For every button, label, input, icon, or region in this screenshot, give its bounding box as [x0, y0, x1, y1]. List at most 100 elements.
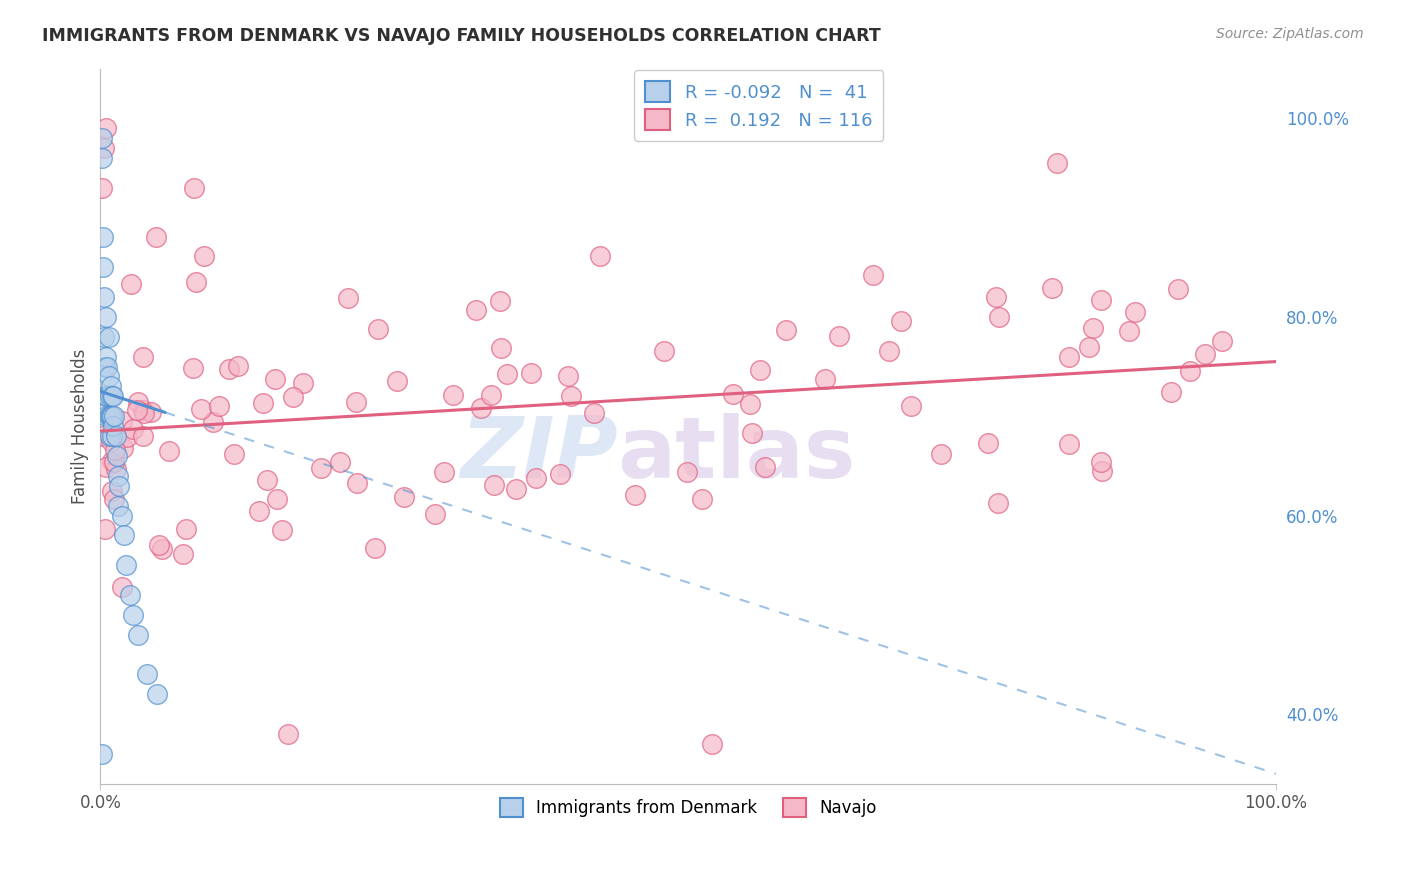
Point: [1194, 347, 1216, 361]
Point: [148, 538, 170, 552]
Point: [988, 310, 1011, 325]
Point: [484, 478, 506, 492]
Y-axis label: Family Households: Family Households: [72, 349, 89, 504]
Point: [1059, 350, 1081, 364]
Point: [1167, 282, 1189, 296]
Point: [94, 359, 117, 374]
Point: [111, 441, 134, 455]
Point: [93, 290, 115, 304]
Point: [443, 388, 465, 402]
Point: [723, 387, 745, 401]
Point: [103, 409, 125, 424]
Text: Source: ZipAtlas.com: Source: ZipAtlas.com: [1216, 27, 1364, 41]
Point: [700, 737, 723, 751]
Point: [557, 368, 579, 383]
Point: [127, 394, 149, 409]
Point: [222, 447, 245, 461]
Point: [754, 460, 776, 475]
Point: [550, 467, 572, 481]
Point: [94, 389, 117, 403]
Point: [103, 419, 125, 434]
Point: [132, 350, 155, 364]
Point: [652, 343, 675, 358]
Point: [98, 429, 121, 443]
Point: [111, 580, 134, 594]
Point: [136, 667, 159, 681]
Point: [96, 409, 118, 424]
Point: [329, 455, 352, 469]
Point: [157, 443, 180, 458]
Point: [252, 396, 274, 410]
Point: [775, 323, 797, 337]
Point: [103, 455, 125, 469]
Point: [90, 180, 112, 194]
Point: [100, 409, 122, 424]
Point: [367, 322, 389, 336]
Point: [90, 747, 112, 761]
Point: [127, 628, 149, 642]
Point: [226, 359, 249, 373]
Point: [131, 429, 153, 443]
Point: [100, 379, 122, 393]
Point: [97, 329, 120, 343]
Point: [425, 507, 447, 521]
Point: [118, 588, 141, 602]
Point: [91, 260, 114, 275]
Point: [93, 141, 115, 155]
Point: [122, 607, 145, 622]
Point: [100, 434, 122, 449]
Point: [281, 390, 304, 404]
Text: atlas: atlas: [617, 413, 856, 496]
Point: [1057, 437, 1080, 451]
Point: [470, 401, 492, 416]
Point: [104, 443, 127, 458]
Point: [1118, 324, 1140, 338]
Point: [107, 468, 129, 483]
Point: [181, 360, 204, 375]
Point: [172, 548, 194, 562]
Text: IMMIGRANTS FROM DENMARK VS NAVAJO FAMILY HOUSEHOLDS CORRELATION CHART: IMMIGRANTS FROM DENMARK VS NAVAJO FAMILY…: [42, 27, 882, 45]
Point: [193, 249, 215, 263]
Point: [101, 429, 124, 443]
Point: [104, 429, 127, 443]
Point: [121, 277, 143, 292]
Point: [105, 461, 128, 475]
Point: [101, 484, 124, 499]
Point: [977, 436, 1000, 450]
Point: [1123, 305, 1146, 319]
Point: [263, 372, 285, 386]
Point: [90, 131, 112, 145]
Point: [277, 727, 299, 741]
Point: [560, 389, 582, 403]
Point: [98, 389, 121, 403]
Point: [111, 414, 134, 428]
Point: [489, 293, 512, 308]
Point: [91, 428, 114, 442]
Point: [1178, 363, 1201, 377]
Point: [145, 230, 167, 244]
Point: [108, 479, 131, 493]
Point: [93, 329, 115, 343]
Point: [176, 522, 198, 536]
Point: [738, 397, 761, 411]
Point: [96, 121, 118, 136]
Point: [520, 366, 543, 380]
Point: [346, 476, 368, 491]
Point: [110, 508, 132, 523]
Point: [256, 473, 278, 487]
Point: [814, 372, 837, 386]
Point: [98, 409, 121, 424]
Point: [96, 359, 118, 374]
Point: [749, 363, 772, 377]
Point: [692, 492, 714, 507]
Point: [96, 350, 118, 364]
Point: [266, 491, 288, 506]
Point: [496, 368, 519, 382]
Point: [900, 399, 922, 413]
Point: [889, 314, 911, 328]
Point: [115, 429, 138, 443]
Point: [90, 151, 112, 165]
Point: [91, 230, 114, 244]
Point: [624, 488, 647, 502]
Point: [103, 389, 125, 403]
